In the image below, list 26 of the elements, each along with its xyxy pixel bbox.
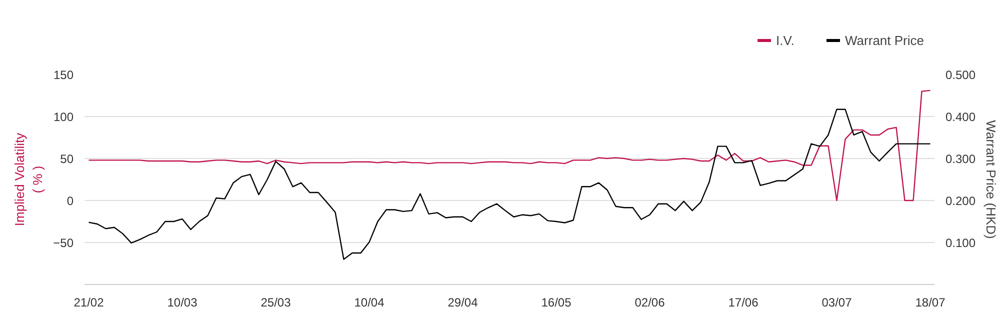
y-tick-label: 150 xyxy=(53,68,74,82)
x-tick-label: 10/04 xyxy=(354,296,385,310)
y2-tick-label: 0.100 xyxy=(946,236,976,250)
x-tick-label: 25/03 xyxy=(260,296,292,310)
x-tick-label: 16/05 xyxy=(541,296,572,310)
line-series xyxy=(88,90,931,202)
y-axis-title: Implied Volatility ( % ) xyxy=(12,132,46,226)
y-tick-label: 100 xyxy=(53,110,74,124)
x-tick-label: 03/07 xyxy=(822,296,852,310)
x-tick-label: 10/03 xyxy=(167,296,198,310)
x-tick-label: 18/07 xyxy=(915,296,946,310)
y2-tick-label: 0.500 xyxy=(946,68,976,82)
x-tick-label: 29/04 xyxy=(448,296,478,310)
y-tick-label: −50 xyxy=(53,236,74,250)
x-tick-label: 17/06 xyxy=(728,296,759,310)
legend-label: I.V. xyxy=(776,32,796,48)
y-tick-label: 50 xyxy=(60,152,74,166)
line-series xyxy=(88,108,931,260)
x-tick-label: 21/02 xyxy=(74,296,104,310)
y-tick-label: 0 xyxy=(66,194,74,208)
y2-axis-title: Warrant Price (HKD) xyxy=(984,120,999,239)
x-tick-label: 02/06 xyxy=(634,296,666,310)
y2-tick-label: 0.300 xyxy=(946,152,976,166)
y2-tick-label: 0.400 xyxy=(946,110,976,124)
legend-label: Warrant Price xyxy=(845,32,924,48)
y2-tick-label: 0.200 xyxy=(946,194,976,208)
